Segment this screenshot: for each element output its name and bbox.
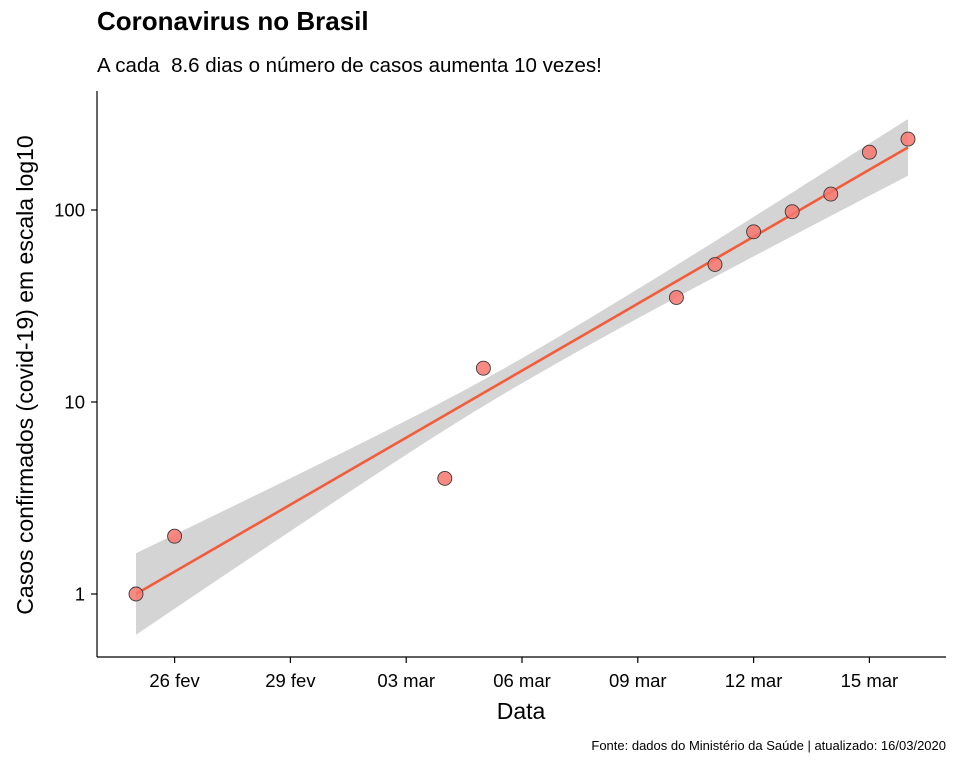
confidence-band <box>136 119 908 635</box>
data-point <box>437 470 453 486</box>
confidence-band-area <box>136 119 908 635</box>
data-point <box>475 360 491 376</box>
x-tick-label: 12 mar <box>725 670 783 691</box>
x-axis-title: Data <box>497 698 546 724</box>
x-tick-label: 06 mar <box>493 670 551 691</box>
x-tick-label: 09 mar <box>609 670 667 691</box>
data-point <box>900 131 916 147</box>
y-tick-label: 10 <box>64 392 85 413</box>
x-tick-label: 03 mar <box>377 670 435 691</box>
data-point <box>784 204 800 220</box>
x-ticks: 26 fev 29 fev 03 mar 06 mar 09 mar 12 mar 15 m… <box>149 657 898 691</box>
y-axis-title: Casos confirmados (covid-19) em escala l… <box>12 135 38 614</box>
chart-title: Coronavirus no Brasil <box>97 6 369 36</box>
data-point <box>823 186 839 202</box>
data-point <box>707 257 723 272</box>
data-point <box>861 144 877 160</box>
data-points <box>128 131 916 602</box>
chart-subtitle: A cada 8.6 dias o número de casos aument… <box>97 54 602 77</box>
x-tick-label: 15 mar <box>841 670 899 691</box>
regression-line <box>135 146 909 596</box>
data-point <box>746 224 762 240</box>
fit-line <box>135 146 909 596</box>
x-tick-label: 29 fev <box>265 670 316 691</box>
y-tick-label: 1 <box>75 584 85 605</box>
y-tick-label: 100 <box>54 200 85 221</box>
data-point <box>167 528 183 544</box>
data-point <box>668 290 684 305</box>
y-ticks: 1 10 100 <box>54 200 97 605</box>
x-tick-label: 26 fev <box>149 670 200 691</box>
data-point <box>128 586 144 602</box>
chart-caption: Fonte: dados do Ministério da Saúde | at… <box>591 738 946 753</box>
